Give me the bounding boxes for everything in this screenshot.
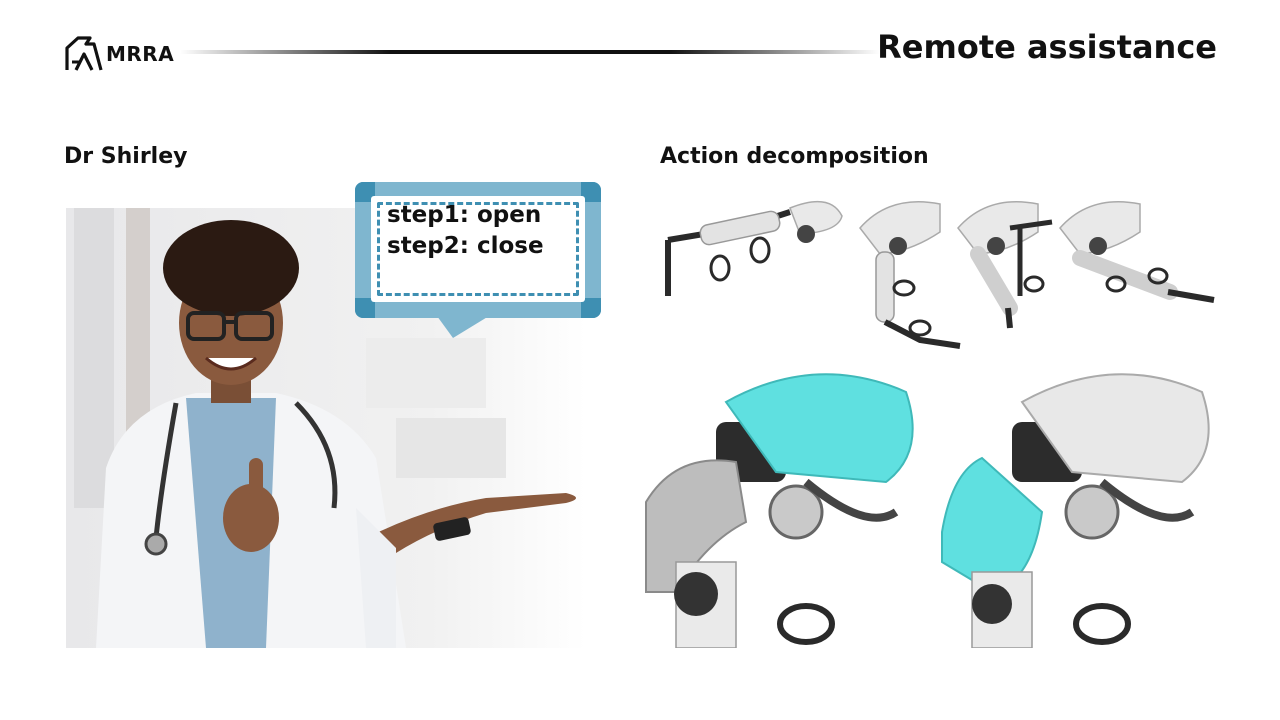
step2-text: step2: close	[387, 233, 544, 259]
mrra-logo-icon	[65, 36, 103, 71]
speech-bubble-tail	[437, 316, 489, 338]
logo-text: MRRA	[106, 42, 175, 66]
robot-pose-2-image	[850, 188, 966, 360]
action-decomposition-label: Action decomposition	[660, 144, 929, 169]
robot-pose-1-image	[660, 188, 846, 360]
speech-bubble: step1: open step2: close	[355, 182, 601, 338]
page-title: Remote assistance	[877, 28, 1217, 66]
header-divider	[180, 50, 880, 54]
robot-pose-3-image	[948, 188, 1058, 360]
doctor-name-label: Dr Shirley	[64, 144, 188, 169]
step1-text: step1: open	[387, 202, 542, 228]
robot-shell-closed-image	[932, 362, 1224, 648]
brand-logo: MRRA	[64, 34, 182, 74]
robot-shell-open-image	[636, 362, 928, 648]
robot-pose-4-image	[1050, 188, 1220, 360]
speech-bubble-text: step1: open step2: close	[387, 200, 544, 262]
